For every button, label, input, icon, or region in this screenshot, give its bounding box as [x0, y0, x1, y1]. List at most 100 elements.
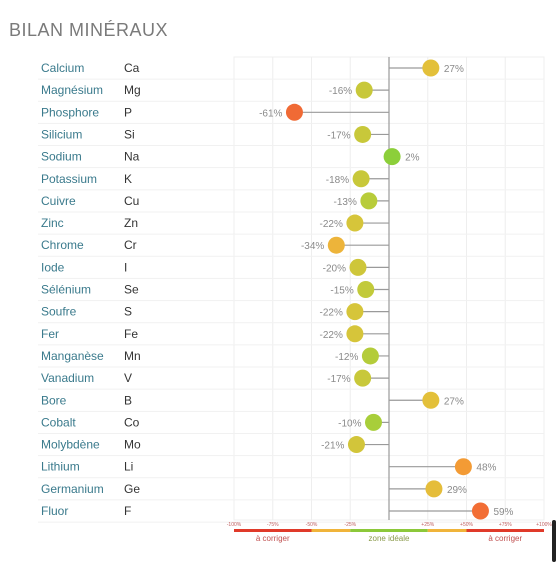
zone-bar-segment: [234, 529, 312, 532]
mineral-name: Fer: [41, 327, 59, 341]
value-label: -61%: [259, 108, 282, 119]
chart-row: Calcium Ca 27%: [41, 59, 464, 77]
chart-row: Zinc Zn -22%: [41, 214, 389, 232]
x-tick-label: +75%: [499, 522, 512, 528]
mineral-symbol: Mn: [124, 349, 141, 363]
chart-row: Vanadium V -17%: [41, 369, 389, 387]
mineral-name: Magnésium: [41, 83, 103, 97]
mineral-name: Bore: [41, 393, 67, 407]
value-dot: [346, 214, 364, 232]
value-label: -34%: [301, 241, 324, 252]
value-label: -12%: [335, 352, 358, 363]
mineral-symbol: Cr: [124, 238, 137, 252]
mineral-symbol: K: [124, 172, 132, 186]
mineral-symbol: F: [124, 504, 131, 518]
chart-row: Sodium Na 2%: [41, 148, 420, 166]
mineral-name: Sodium: [41, 150, 82, 164]
value-dot: [422, 391, 440, 409]
grid-lines: [38, 56, 545, 523]
value-label: -17%: [327, 374, 350, 385]
x-tick-label: +100%: [536, 522, 552, 528]
mineral-name: Soufre: [41, 305, 77, 319]
mineral-name: Zinc: [41, 216, 64, 230]
mineral-symbol: Si: [124, 127, 135, 141]
chart-row: Magnésium Mg -16%: [41, 81, 389, 99]
value-label: -22%: [320, 308, 343, 319]
mineral-symbol: Ca: [124, 61, 140, 75]
value-dot: [354, 125, 372, 143]
value-label: 48%: [476, 463, 496, 474]
mineral-name: Manganèse: [41, 349, 104, 363]
chart-row: Cuivre Cu -13%: [41, 192, 389, 210]
mineral-name: Potassium: [41, 172, 97, 186]
mineral-symbol: Zn: [124, 216, 138, 230]
value-label: -21%: [321, 441, 344, 452]
value-dot: [425, 480, 443, 498]
value-label: -15%: [330, 286, 353, 297]
value-label: -10%: [338, 418, 361, 429]
chart-row: Fer Fe -22%: [41, 325, 389, 343]
chart-row: Potassium K -18%: [41, 170, 389, 188]
mineral-symbol: Cu: [124, 194, 139, 208]
chart-row: Chrome Cr -34%: [41, 236, 389, 254]
mineral-name: Cuivre: [41, 194, 76, 208]
value-label: -17%: [327, 130, 350, 141]
chart-row: Fluor F 59%: [41, 502, 514, 520]
page-title: BILAN MINÉRAUX: [9, 20, 169, 40]
value-dot: [355, 81, 373, 99]
chart-row: Iode I -20%: [41, 258, 389, 276]
chart-rows: Calcium Ca 27% Magnésium Mg -16% Phosphore P -61…: [41, 59, 514, 520]
mineral-name: Lithium: [41, 460, 80, 474]
value-dot: [360, 192, 378, 210]
mineral-symbol: Mo: [124, 438, 141, 452]
value-dot: [354, 369, 372, 387]
mineral-symbol: Co: [124, 415, 140, 429]
value-label: -16%: [329, 86, 352, 97]
mineral-symbol: P: [124, 105, 132, 119]
value-dot: [352, 170, 370, 188]
value-label: 27%: [444, 64, 464, 75]
mineral-name: Fluor: [41, 504, 68, 518]
mineral-symbol: I: [124, 260, 127, 274]
mineral-name: Germanium: [41, 482, 104, 496]
value-dot: [454, 458, 472, 476]
window-edge-decoration: [552, 520, 556, 562]
chart-row: Soufre S -22%: [41, 303, 389, 321]
chart-row: Silicium Si -17%: [41, 125, 389, 143]
value-dot: [365, 413, 382, 431]
chart-row: Sélénium Se -15%: [41, 281, 389, 298]
value-dot: [361, 347, 379, 365]
mineral-symbol: Li: [124, 460, 133, 474]
mineral-name: Phosphore: [41, 105, 99, 119]
value-label: -13%: [333, 197, 356, 208]
mineral-name: Sélénium: [41, 283, 91, 297]
x-tick-label: +50%: [460, 522, 473, 528]
x-tick-label: -25%: [344, 522, 356, 528]
value-label: -18%: [326, 175, 349, 186]
value-label: -22%: [320, 330, 343, 341]
mineral-symbol: B: [124, 393, 132, 407]
chart-row: Cobalt Co -10%: [41, 413, 389, 431]
value-dot: [349, 258, 367, 276]
chart-row: Germanium Ge 29%: [41, 480, 467, 498]
zone-bar-segment: [350, 529, 428, 532]
zone-label: à corriger: [256, 534, 290, 543]
chart-row: Manganèse Mn -12%: [41, 347, 389, 365]
mineral-symbol: S: [124, 305, 132, 319]
mineral-name: Vanadium: [41, 371, 94, 385]
chart-row: Molybdène Mo -21%: [41, 436, 389, 454]
x-tick-label: -75%: [267, 522, 279, 528]
value-dot: [383, 148, 401, 166]
mineral-name: Molybdène: [41, 438, 100, 452]
mineral-symbol: Se: [124, 283, 139, 297]
mineral-name: Silicium: [41, 127, 82, 141]
mineral-name: Iode: [41, 260, 65, 274]
value-label: -20%: [323, 263, 346, 274]
value-dot: [285, 103, 303, 121]
x-axis: -100% -75% -50% -25% +25% +50% +75% +100% à corr…: [227, 522, 553, 543]
zone-bar-segment: [427, 529, 467, 532]
zone-bar-segment: [466, 529, 544, 532]
value-dot: [346, 325, 364, 343]
chart-row: Phosphore P -61%: [41, 103, 389, 121]
